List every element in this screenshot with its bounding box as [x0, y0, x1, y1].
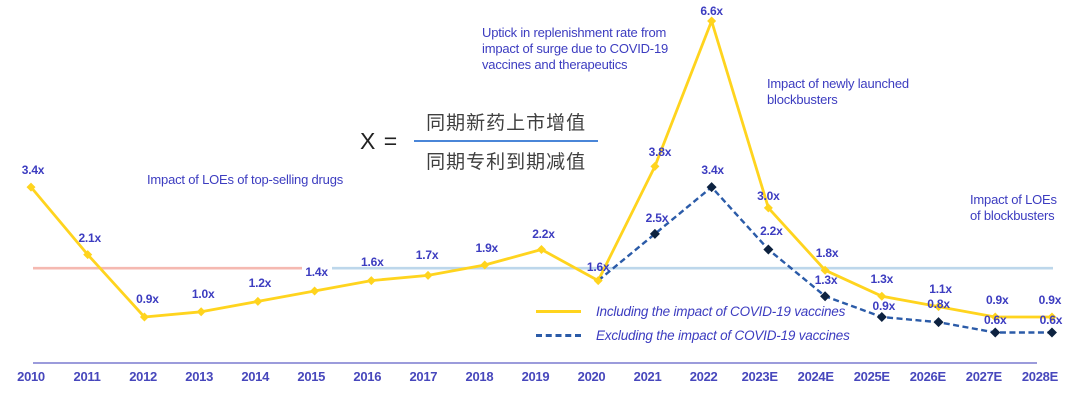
annotation-uptick-replenishment: Uptick in replenishment rate from impact… [482, 25, 669, 72]
legend: Including the impact of COVID-19 vaccine… [536, 303, 850, 343]
data-point-marker [649, 228, 660, 239]
legend-swatch-dashed-blue [536, 333, 581, 337]
data-point-marker [706, 182, 717, 193]
data-point-marker [366, 276, 376, 286]
annotation-loe-blockbusters: Impact of LOEs of blockbusters [970, 192, 1057, 223]
data-point-marker [26, 182, 36, 192]
legend-item-including: Including the impact of COVID-19 vaccine… [536, 303, 850, 319]
data-point-marker [820, 265, 830, 275]
data-point-marker [310, 286, 320, 296]
data-point-marker [83, 250, 93, 260]
formula: X = 同期新药上市增值 同期专利到期减值 [360, 108, 600, 174]
fraction-bar-line [414, 140, 599, 142]
data-point-marker [423, 270, 433, 280]
data-point-marker [1046, 327, 1057, 338]
data-point-marker [253, 296, 263, 306]
formula-denominator: 同期专利到期减值 [426, 152, 587, 173]
data-point-marker [763, 203, 773, 213]
formula-numerator: 同期新药上市增值 [426, 113, 587, 134]
data-point-marker [139, 312, 149, 322]
data-point-marker [933, 317, 944, 328]
data-point-marker [990, 327, 1001, 338]
data-point-marker [480, 260, 490, 270]
data-point-marker [820, 291, 831, 302]
formula-lhs: X = [360, 127, 399, 154]
data-point-marker [593, 276, 603, 286]
annotation-newly-launched-blockbusters: Impact of newly launched blockbusters [767, 76, 909, 107]
data-point-marker [196, 307, 206, 317]
data-point-marker [707, 16, 717, 26]
data-point-marker [763, 244, 774, 255]
data-point-marker [536, 244, 546, 254]
formula-fraction: 同期新药上市增值 同期专利到期减值 [412, 108, 600, 174]
legend-item-excluding: Excluding the impact of COVID-19 vaccine… [536, 327, 850, 343]
annotation-loe-top-selling: Impact of LOEs of top-selling drugs [147, 172, 344, 187]
data-point-marker [1047, 312, 1057, 322]
legend-swatch-solid-yellow [536, 309, 581, 313]
legend-label-excluding: Excluding the impact of COVID-19 vaccine… [596, 327, 850, 343]
data-point-marker [877, 291, 887, 301]
legend-label-including: Including the impact of COVID-19 vaccine… [596, 303, 846, 319]
data-point-marker [876, 311, 887, 322]
data-point-marker [650, 161, 660, 171]
data-point-marker [990, 312, 1000, 322]
data-point-marker [934, 302, 944, 312]
